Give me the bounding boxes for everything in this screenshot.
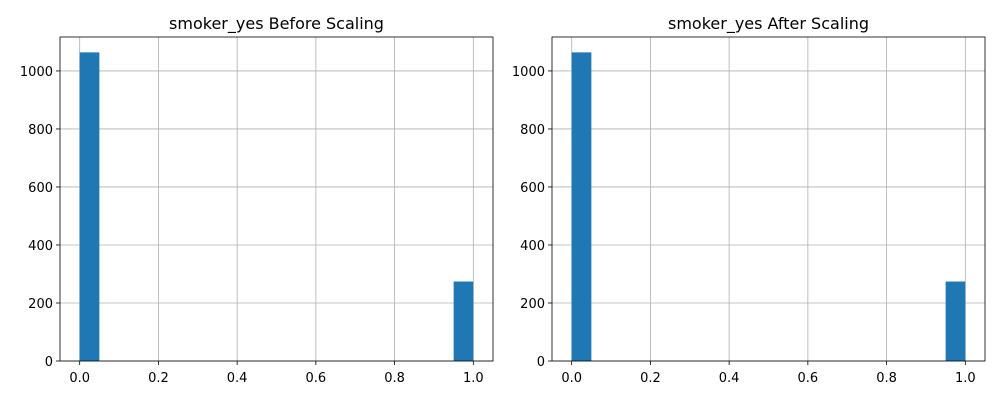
x-tick-label-1: 0.2 — [640, 371, 661, 386]
y-tick-label-3: 600 — [520, 181, 545, 196]
histogram-panel-before: 0.0 0.2 0.4 0.6 0.8 1.0 0 200 400 600 800 1000 smoke… — [20, 14, 494, 386]
y-tick-label-5: 1000 — [20, 65, 53, 80]
x-tick-label-5: 1.0 — [463, 371, 484, 386]
bar-after-1 — [945, 281, 966, 361]
y-tick-label-0: 0 — [45, 355, 53, 370]
chart-title-before: smoker_yes Before Scaling — [169, 14, 384, 34]
x-tick-label-4: 0.8 — [384, 371, 405, 386]
bar-after-0 — [571, 52, 592, 361]
y-tick-label-5: 1000 — [512, 65, 545, 80]
x-tick-label-2: 0.4 — [719, 371, 740, 386]
y-tick-label-3: 600 — [28, 181, 53, 196]
x-tick-label-2: 0.4 — [227, 371, 248, 386]
y-tick-label-2: 400 — [28, 239, 53, 254]
plot-frame-before — [59, 36, 494, 362]
y-tick-label-1: 200 — [520, 297, 545, 312]
plot-frame-after — [551, 36, 986, 362]
bar-before-0 — [79, 52, 100, 361]
x-tick-label-3: 0.6 — [798, 371, 819, 386]
y-tick-label-4: 800 — [520, 123, 545, 138]
x-tick-label-1: 0.2 — [148, 371, 169, 386]
y-tick-label-1: 200 — [28, 297, 53, 312]
histogram-panel-after: 0.0 0.2 0.4 0.6 0.8 1.0 0 200 400 600 800 1000 smoke… — [512, 14, 986, 386]
bar-before-1 — [453, 281, 474, 361]
x-tick-label-3: 0.6 — [306, 371, 327, 386]
chart-title-after: smoker_yes After Scaling — [668, 14, 869, 34]
y-tick-label-2: 400 — [520, 239, 545, 254]
y-tick-label-4: 800 — [28, 123, 53, 138]
x-tick-label-0: 0.0 — [561, 371, 582, 386]
x-tick-label-5: 1.0 — [955, 371, 976, 386]
x-tick-label-0: 0.0 — [69, 371, 90, 386]
x-tick-label-4: 0.8 — [876, 371, 897, 386]
y-tick-label-0: 0 — [537, 355, 545, 370]
